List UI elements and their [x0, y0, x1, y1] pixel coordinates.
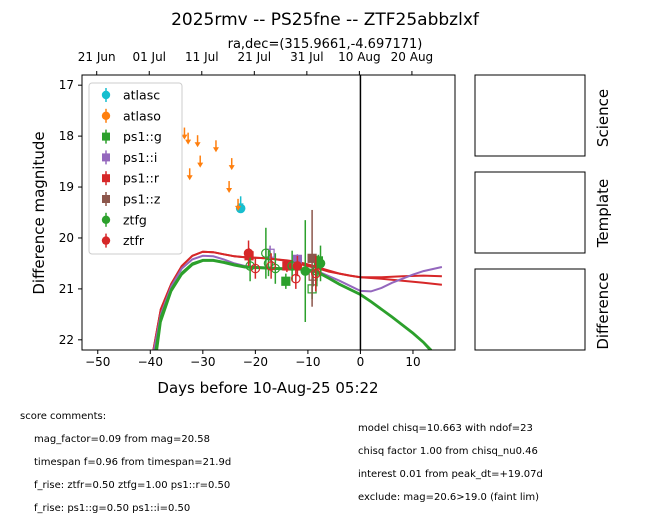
legend-label: ps1::r: [123, 171, 160, 186]
data-point: [266, 261, 276, 271]
plot-frame: [81, 74, 456, 351]
data-point: [310, 268, 321, 279]
comment-line: exclude: mag=20.6>19.0 (faint lim): [358, 491, 540, 503]
legend-marker: [102, 195, 110, 203]
x-tick-label: −20: [243, 355, 268, 369]
science-panel: Science: [474, 74, 612, 157]
upper-limit-arrow: [212, 147, 219, 153]
science-label: Science: [594, 89, 612, 147]
legend-marker: [101, 236, 111, 245]
top-tick-label: 21 Jun: [78, 50, 116, 64]
data-point: [263, 258, 274, 269]
x-tick-label: −10: [295, 355, 320, 369]
y-tick-label: 17: [59, 78, 74, 92]
y-axis-label: Difference magnitude: [30, 131, 48, 294]
figure-title: 2025rmv -- PS25fne -- ZTF25abbzlxf: [171, 10, 480, 30]
legend-marker: [102, 174, 110, 183]
upper-limit-arrow: [194, 142, 201, 148]
x-tick-label: −40: [138, 355, 163, 369]
legend-label: ztfg: [123, 212, 147, 227]
legend-label: ps1::i: [123, 150, 157, 165]
upper-limit-arrow: [181, 134, 188, 140]
legend-label: atlasc: [123, 88, 160, 103]
template-panel: Template: [474, 171, 612, 254]
difference-panel: Difference: [474, 268, 612, 351]
data-point: [291, 273, 301, 284]
difference-label: Difference: [594, 272, 612, 349]
data-point: [261, 248, 271, 259]
top-tick-label: 11 Jul: [185, 50, 219, 64]
data-point: [292, 261, 303, 271]
comment-line: f_rise: ps1::g=0.50 ps1::i=0.50: [34, 502, 191, 514]
data-point: [300, 266, 311, 276]
figure-subtitle: ra,dec=(315.9661,-4.697171): [228, 37, 423, 52]
legend-label: ztfr: [123, 233, 145, 248]
lightcurve-figure: 2025rmv -- PS25fne -- ZTF25abbzlxf ra,de…: [30, 10, 612, 397]
upper-limit-arrow: [186, 175, 193, 181]
comment-line: score comments:: [20, 410, 107, 422]
data-point: [307, 253, 317, 263]
legend-marker: [102, 132, 110, 141]
plot-area: −50 −40 −30 −20 −10 0 10 21 Jun 01 Jul 11 Jul 21 J…: [59, 50, 456, 369]
score-comments: score comments: mag_factor=0.09 from mag…: [20, 399, 231, 526]
data-point: [282, 261, 292, 271]
data-point: [245, 261, 255, 271]
legend-marker: [101, 215, 111, 224]
x-tick-label: 10: [405, 355, 420, 369]
data-point: [315, 258, 326, 269]
y-tick-label: 20: [59, 231, 74, 245]
y-tick-label: 22: [59, 333, 74, 347]
plot-inner: [152, 75, 443, 350]
y-tick-label: 18: [59, 129, 74, 143]
template-label: Template: [594, 179, 612, 248]
y-tick-label: 21: [59, 282, 74, 296]
legend-label: ps1::g: [123, 129, 162, 144]
data-point: [281, 276, 291, 286]
comment-line: timespan f=0.96 from timespan=21.9d: [34, 456, 232, 468]
x-tick-label: −50: [85, 355, 110, 369]
model-comments: model chisq=10.663 with ndof=23 chisq fa…: [358, 411, 543, 515]
x-tick-label: −30: [190, 355, 215, 369]
legend-label: ps1::z: [123, 192, 161, 207]
comment-line: model chisq=10.663 with ndof=23: [358, 422, 533, 434]
top-tick-label: 21 Jul: [238, 50, 272, 64]
x-axis-label: Days before 10-Aug-25 05:22: [157, 379, 378, 397]
comment-line: chisq factor 1.00 from chisq_nu0.46: [358, 445, 538, 457]
top-tick-label: 31 Jul: [290, 50, 324, 64]
legend: atlascatlasops1::gps1::ips1::rps1::zztfg…: [88, 82, 183, 255]
data-point: [243, 248, 254, 259]
upper-limit-arrow: [185, 139, 192, 145]
comment-line: interest 0.01 from peak_dt=+19.07d: [358, 468, 543, 480]
legend-marker: [102, 153, 110, 162]
top-tick-label: 01 Jul: [132, 50, 166, 64]
legend-label: atlaso: [123, 108, 161, 123]
top-tick-label: 20 Aug: [391, 50, 434, 64]
upper-limit-arrow: [235, 205, 242, 211]
legend-marker: [101, 90, 111, 100]
legend-frame: [88, 82, 183, 255]
legend-marker: [101, 111, 111, 121]
x-tick-label: 0: [357, 355, 365, 369]
upper-limit-arrow: [197, 162, 204, 168]
upper-limit-arrow: [226, 188, 233, 194]
y-tick-label: 19: [59, 180, 74, 194]
data-point: [250, 263, 261, 274]
comment-line: mag_factor=0.09 from mag=20.58: [34, 433, 211, 445]
upper-limit-arrow: [228, 165, 235, 171]
top-tick-label: 10 Aug: [338, 50, 381, 64]
comment-line: f_rise: ztfr=0.50 ztfg=1.00 ps1::r=0.50: [34, 479, 231, 491]
